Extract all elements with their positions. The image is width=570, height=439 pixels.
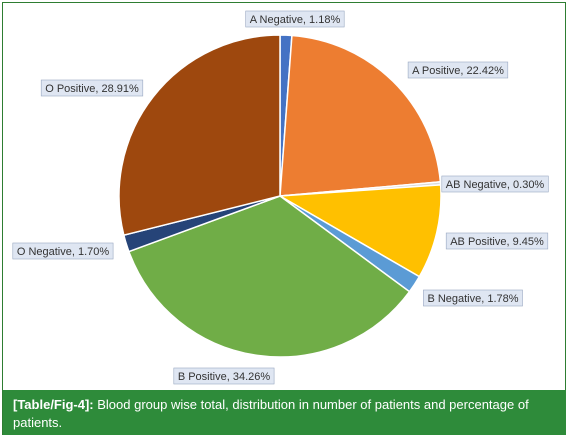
data-label-box xyxy=(173,367,275,385)
data-label-box xyxy=(441,175,549,193)
data-label-box xyxy=(245,10,345,28)
data-label-box xyxy=(40,79,144,97)
pie-slice-b-positive xyxy=(127,195,411,358)
data-label-text: AB Negative, 0.30% xyxy=(446,179,545,191)
pie-slice-o-positive xyxy=(118,34,281,237)
pie-chart: A Negative, 1.18% A Positive, 22.42% AB Ne… xyxy=(12,10,549,385)
data-label-text: AB Positive, 9.45% xyxy=(450,236,544,248)
data-label-ab-negative: AB Negative, 0.30% xyxy=(441,175,549,193)
data-label-b-negative: B Negative, 1.78% xyxy=(423,289,523,307)
data-label-a-negative: A Negative, 1.18% xyxy=(245,10,345,28)
data-label-box xyxy=(407,61,509,79)
data-label-text: O Negative, 1.70% xyxy=(17,246,110,258)
data-label-box xyxy=(423,289,523,307)
figure-caption: [Table/Fig-4]: Blood group wise total, d… xyxy=(3,390,566,435)
data-label-a-positive: A Positive, 22.42% xyxy=(407,61,509,79)
data-label-o-positive: O Positive, 28.91% xyxy=(40,79,144,97)
data-label-text: A Positive, 22.42% xyxy=(412,65,504,77)
data-label-o-negative: O Negative, 1.70% xyxy=(12,242,114,260)
data-label-box xyxy=(12,242,114,260)
data-label-box xyxy=(445,232,549,250)
pie-slice-a-positive xyxy=(279,34,442,197)
data-label-text: O Positive, 28.91% xyxy=(45,83,139,95)
caption-reference: [Table/Fig-4]: xyxy=(13,397,94,412)
pie-slice-ab-positive xyxy=(277,184,442,278)
caption-text: Blood group wise total, distribution in … xyxy=(13,397,529,430)
data-label-ab-positive: AB Positive, 9.45% xyxy=(445,232,549,250)
data-label-text: B Positive, 34.26% xyxy=(178,371,271,383)
data-label-text: A Negative, 1.18% xyxy=(250,14,341,26)
data-label-b-positive: B Positive, 34.26% xyxy=(173,367,275,385)
data-label-text: B Negative, 1.78% xyxy=(427,293,518,305)
